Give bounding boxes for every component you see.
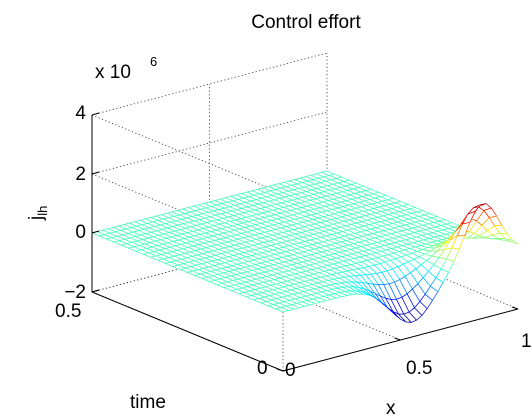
grid-line: [91, 111, 328, 175]
z-axis-label: jlh: [26, 206, 50, 221]
x-tick-label: 0: [285, 360, 296, 381]
exponent-label: x 10 6: [95, 54, 157, 83]
tick-marks: [91, 112, 519, 372]
y-tick-labels: 0.5 0: [55, 301, 268, 379]
svg-text:jlh: jlh: [26, 206, 50, 221]
z-tick-label: 2: [75, 164, 86, 185]
grid-line: [91, 114, 284, 195]
x-tick: [276, 368, 284, 372]
y-tick: [91, 289, 100, 293]
grid-line: [91, 52, 328, 116]
exponent-base: x 10: [95, 62, 131, 83]
z-tick: [91, 112, 100, 116]
surface-cell: [505, 238, 519, 245]
x-axis-label: x: [386, 398, 396, 418]
z-tick-labels: 4 2 0 −2: [64, 103, 86, 303]
z-axis-label-sub: lh: [35, 206, 50, 216]
z-tick-label: 0: [75, 222, 86, 243]
surface-mesh: [90, 170, 519, 323]
x-tick-labels: 0 0.5 1: [285, 331, 532, 381]
y-tick: [282, 368, 291, 372]
x-tick: [511, 306, 519, 310]
y-tick-label: 0: [257, 358, 268, 379]
y-axis-line: [91, 291, 284, 372]
x-tick-label: 0.5: [406, 358, 432, 379]
z-tick: [91, 230, 100, 234]
exponent-power: 6: [150, 54, 157, 69]
x-tick: [394, 337, 401, 341]
x-tick-label: 1: [521, 331, 532, 352]
z-tick: [91, 171, 100, 175]
z-axis-label-main: j: [26, 216, 47, 221]
z-tick-label: 4: [75, 103, 86, 124]
y-tick-label: 0.5: [55, 301, 81, 322]
y-axis-label: time: [130, 392, 166, 413]
chart-title: Control effort: [251, 12, 361, 33]
z-tick-label: −2: [64, 282, 86, 303]
